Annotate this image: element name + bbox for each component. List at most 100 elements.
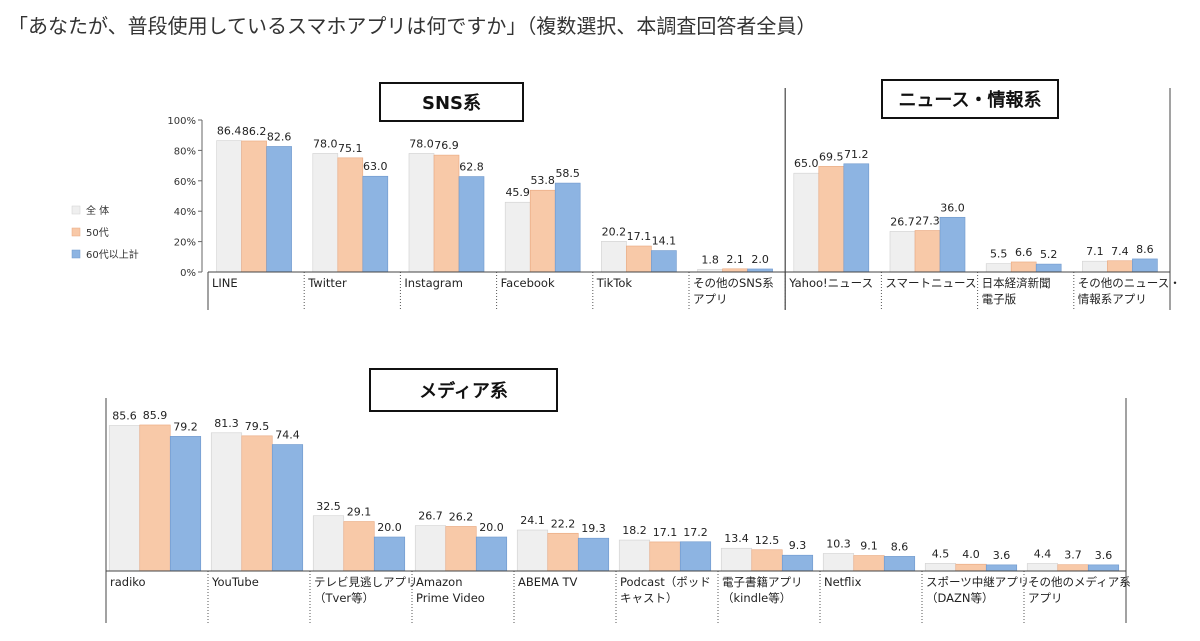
bar-value-label: 5.2 [1040,248,1058,261]
bar-value-label: 53.8 [530,174,555,187]
bar-value-label: 71.2 [844,148,869,161]
bar [1010,261,1037,273]
bar [985,564,1018,572]
bar [889,231,916,273]
bar [458,176,485,273]
bar [312,153,339,273]
bar-value-label: 7.4 [1111,245,1129,258]
bar [1087,564,1120,572]
bar-value-label: 29.1 [347,506,372,519]
bar [601,240,627,273]
bar-value-label: 36.0 [940,201,965,214]
category-label: 電子版 [982,292,1017,306]
section-label: メディア系 [419,380,508,402]
bar [649,541,681,572]
bar [822,553,855,572]
section-label: ニュース・情報系 [898,89,1041,111]
bar [1107,260,1133,273]
bar [914,230,941,273]
bar [529,189,556,273]
bar [373,536,406,572]
bar [169,436,202,572]
bar-value-label: 3.6 [993,549,1011,562]
bar [651,250,677,273]
category-label: 電子書籍アプリ [722,575,803,589]
bar [1035,263,1062,273]
bar-value-label: 5.5 [990,248,1008,261]
bar-value-label: 10.3 [826,537,851,550]
bar-value-label: 76.9 [434,139,459,152]
bar-value-label: 8.6 [1136,243,1154,256]
bar-value-label: 32.5 [316,500,341,513]
bar-value-label: 78.0 [313,137,338,150]
bar-value-label: 3.6 [1095,549,1113,562]
bar [985,263,1012,273]
bar [414,525,447,572]
bar [818,166,845,273]
legend-swatch [71,249,81,259]
bar-value-label: 9.3 [789,539,807,552]
bar [843,163,870,273]
bar [266,146,292,273]
category-label: 日本経済新聞 [982,276,1051,290]
bar [216,140,242,273]
bar [343,521,375,572]
bar [271,444,304,572]
bar-value-label: 4.4 [1034,548,1052,561]
category-label: Podcast（ポッド [620,575,711,589]
section-label: SNS系 [422,93,481,114]
section-box [881,79,1059,119]
bar [312,515,345,572]
bar-value-label: 63.0 [363,160,388,173]
bar [408,153,435,273]
bar-value-label: 22.2 [551,517,576,530]
category-label: アプリ [693,292,728,306]
bar [793,172,820,273]
bar-value-label: 85.9 [143,409,168,422]
bar-value-label: 26.7 [418,510,443,523]
category-label: （DAZN等） [926,591,994,605]
legend-entry-3: 60代以上計 [86,248,139,261]
bar-value-label: 18.2 [622,524,647,537]
bar-value-label: 85.6 [112,409,137,422]
bar [433,154,460,273]
category-label: Instagram [404,276,463,290]
legend-entry-2: 50代 [86,227,109,239]
category-label: TikTok [596,276,633,290]
bar [1082,260,1108,273]
category-label: Yahoo!ニュース [788,276,873,290]
category-label: アプリ [1028,591,1063,605]
bar [547,532,579,572]
bar [720,547,753,572]
bar-value-label: 82.6 [267,130,292,143]
section-box [379,82,524,122]
y-tick-label: 0% [180,268,196,279]
bar [924,563,957,572]
bar-value-label: 1.8 [701,253,719,266]
bar [626,245,652,273]
category-label: テレビ見逃しアプリ [314,575,418,589]
bar-value-label: 17.2 [683,526,708,539]
category-label: Twitter [307,276,347,290]
bar [577,537,610,572]
bar [1026,563,1059,572]
category-label: YouTube [211,575,259,589]
bar-value-label: 78.0 [409,137,434,150]
bar-value-label: 20.2 [602,225,627,238]
bar [679,541,712,572]
bar-value-label: 26.2 [449,510,474,523]
bar-value-label: 20.0 [377,521,402,534]
bar [1132,258,1158,273]
bar-value-label: 13.4 [724,532,749,545]
bar [883,556,916,572]
bar-value-label: 4.0 [962,548,980,561]
category-label: キャスト） [620,591,678,605]
bar [475,536,508,572]
bar-value-label: 27.3 [915,215,940,228]
bar-value-label: 79.5 [245,420,270,433]
y-tick-label: 20% [174,238,196,249]
y-tick-label: 80% [174,146,196,157]
legend-entry-1: 全 体 [86,204,109,217]
bar [853,555,885,572]
bar [781,554,814,572]
